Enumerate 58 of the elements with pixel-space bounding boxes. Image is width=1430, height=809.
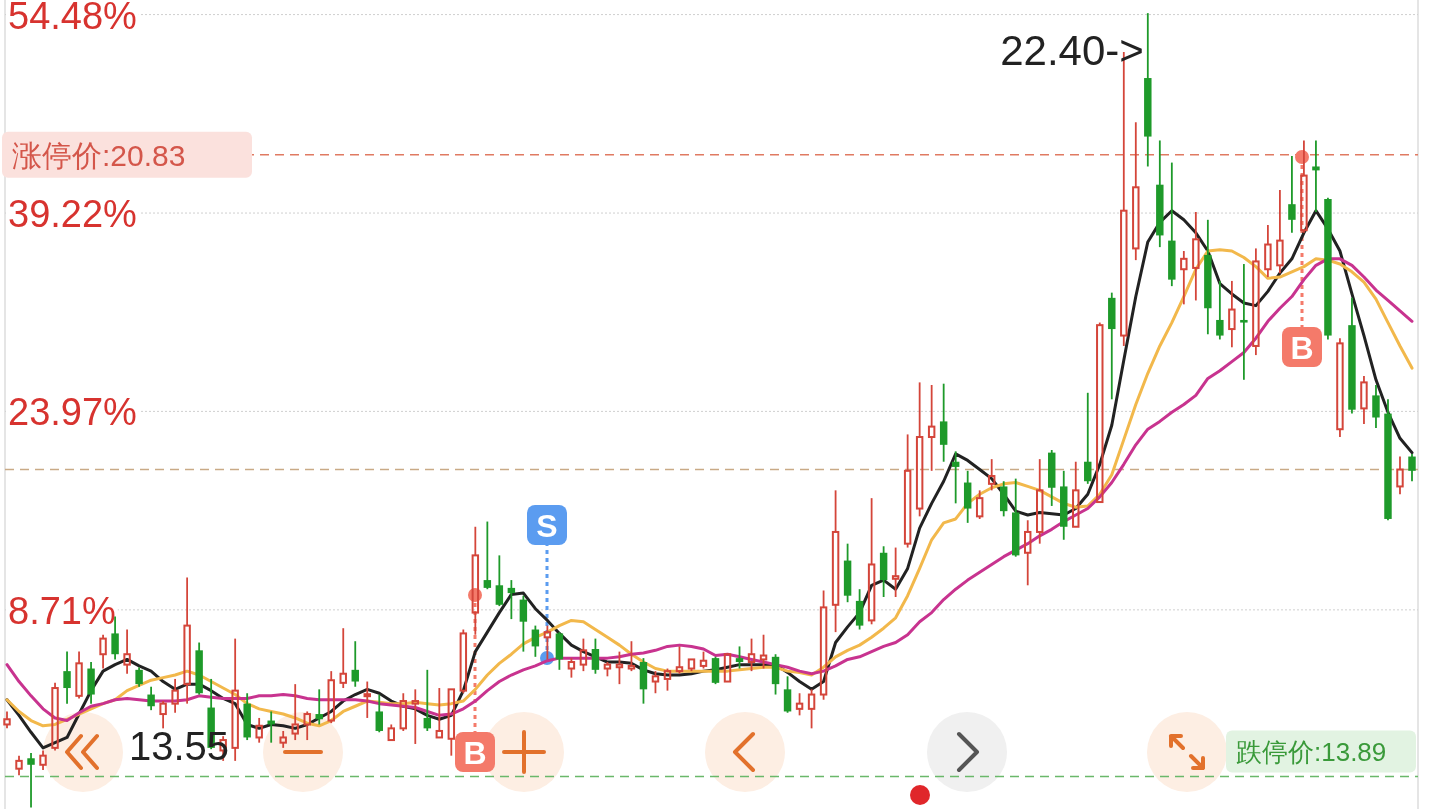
candlestick xyxy=(27,752,35,809)
candlestick xyxy=(831,489,840,634)
candlestick xyxy=(939,382,948,463)
candlestick xyxy=(1072,460,1080,528)
candlestick xyxy=(1084,391,1092,485)
candlestick xyxy=(135,666,143,688)
candlestick xyxy=(1372,384,1380,429)
candlestick xyxy=(723,653,732,683)
candlestick xyxy=(411,688,420,745)
candlestick xyxy=(591,637,600,675)
candlestick xyxy=(1228,280,1236,349)
annotation: 涨停价:20.83 xyxy=(12,138,186,172)
candlestick xyxy=(507,579,516,621)
candlestick xyxy=(1252,247,1260,356)
candlestick xyxy=(927,384,936,472)
annotation: S xyxy=(536,508,558,544)
candlestick xyxy=(123,628,131,675)
candlestick xyxy=(351,640,359,688)
candlestick xyxy=(231,637,239,762)
candlestick xyxy=(1240,263,1248,381)
annotation: B xyxy=(463,735,487,771)
candlestick xyxy=(1276,188,1284,275)
candlestick xyxy=(735,645,744,670)
annotation: B xyxy=(1290,330,1314,366)
y-tick-label: 39.22% xyxy=(8,193,137,236)
candlestick xyxy=(183,576,191,705)
candlestick xyxy=(447,688,456,757)
candlestick xyxy=(495,554,504,607)
candlestick xyxy=(375,693,383,734)
candlestick xyxy=(63,650,71,705)
candlestick xyxy=(1180,250,1188,306)
annotation: 22.40-> xyxy=(1000,27,1144,75)
candlestick xyxy=(951,450,960,505)
candlestick xyxy=(1288,155,1296,234)
candlestick xyxy=(783,675,792,714)
candlestick xyxy=(171,678,179,714)
candlestick xyxy=(1024,519,1032,587)
candlestick xyxy=(1264,224,1272,278)
y-tick-label: 23.97% xyxy=(8,391,137,434)
candlestick xyxy=(1192,211,1200,302)
candlestick xyxy=(363,680,371,719)
candlestick xyxy=(519,594,528,653)
candlestick xyxy=(891,546,900,598)
candlestick xyxy=(483,520,492,591)
candlestick xyxy=(1036,458,1044,545)
y-tick-label: 8.71% xyxy=(8,589,116,632)
candlestick xyxy=(147,685,155,712)
candlestick xyxy=(1132,121,1140,262)
candlestick xyxy=(1216,280,1224,341)
candlestick xyxy=(1408,453,1416,483)
candlestick xyxy=(315,688,323,726)
candlestick xyxy=(423,668,432,732)
candlestick xyxy=(255,717,263,744)
y-tick-label: 54.48% xyxy=(8,0,137,37)
annotation: 跌停价:13.89 xyxy=(1236,736,1387,767)
candlestick xyxy=(1312,139,1320,213)
candlestick xyxy=(435,687,444,739)
candlestick xyxy=(1396,455,1404,496)
